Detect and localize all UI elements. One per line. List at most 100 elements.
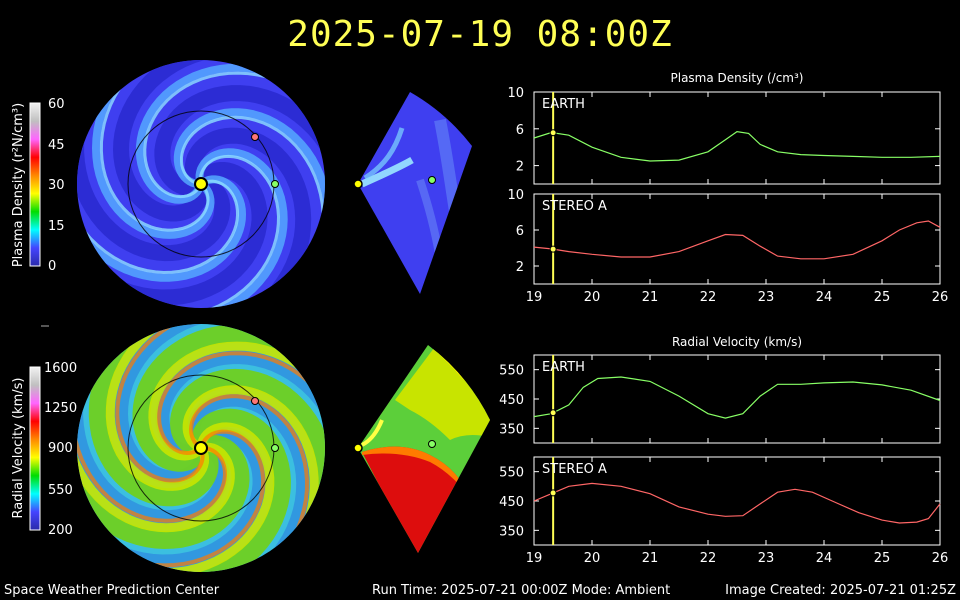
spiral-band xyxy=(135,385,319,572)
density-tick: 45 xyxy=(48,138,65,153)
spiral-band xyxy=(112,60,325,222)
y-tick-label: 550 xyxy=(499,466,524,481)
panel-label: STEREO A xyxy=(542,199,607,214)
x-tick-label: 23 xyxy=(758,551,775,566)
footer-organization: Space Weather Prediction Center xyxy=(4,583,220,598)
spiral-band xyxy=(83,127,312,308)
page-title: 2025-07-19 08:00Z xyxy=(287,14,673,55)
y-tick-label: 2 xyxy=(516,260,524,275)
spiral-band xyxy=(77,60,247,282)
spiral-band xyxy=(143,71,325,258)
earth-marker xyxy=(271,444,279,452)
y-tick-label: 350 xyxy=(499,524,524,539)
sun-marker xyxy=(353,179,363,189)
x-tick-label: 25 xyxy=(874,551,891,566)
panel-label: EARTH xyxy=(542,97,585,112)
spiral-band xyxy=(77,324,250,550)
panel-frame xyxy=(533,354,941,444)
spiral-band xyxy=(88,324,316,507)
chart-panel-earth: 10 6 2 EARTH xyxy=(507,86,941,185)
x-tick-label: 19 xyxy=(526,551,543,566)
spiral-band xyxy=(105,394,310,572)
spiral-band xyxy=(77,381,267,569)
stereo-a-marker xyxy=(251,133,259,141)
spiral-band xyxy=(148,341,325,563)
chart-panel-stereo-a: 550 450 350 STEREO A 19 20 21 22 23 24 25 26 xyxy=(499,456,949,566)
velocity-meridional-view xyxy=(353,345,490,553)
x-tick-label: 21 xyxy=(642,551,659,566)
velocity-chart-title: Radial Velocity (km/s) xyxy=(672,335,802,349)
density-meridional-view xyxy=(353,92,472,294)
x-tick-label: 24 xyxy=(816,290,833,305)
velocity-ecliptic-view xyxy=(77,324,325,572)
spiral-band xyxy=(155,350,325,572)
earth-marker xyxy=(271,180,279,188)
x-tick-label: 22 xyxy=(700,290,717,305)
chart-panel-earth: 550 450 350 EARTH xyxy=(499,354,941,444)
y-tick-label: 6 xyxy=(516,224,524,239)
sun-marker xyxy=(194,177,208,191)
spiral-band xyxy=(113,324,325,485)
earth-marker xyxy=(428,176,436,184)
spiral-band xyxy=(154,85,325,308)
y-tick-label: 350 xyxy=(499,422,524,437)
x-tick-label: 20 xyxy=(584,551,601,566)
spiral-band xyxy=(77,148,288,308)
spiral-band xyxy=(91,60,303,239)
spiral-band xyxy=(132,324,325,512)
density-chart-title: Plasma Density (/cm³) xyxy=(671,71,804,85)
velocity-tick: 1600 xyxy=(44,361,77,376)
spiral-band xyxy=(77,408,291,572)
earth-marker xyxy=(428,440,436,448)
x-tick-label: 21 xyxy=(642,290,659,305)
y-tick-label: 2 xyxy=(516,160,524,175)
x-tick-label: 22 xyxy=(700,551,717,566)
density-tick: 30 xyxy=(48,178,65,193)
series-line xyxy=(533,376,941,419)
sun-marker xyxy=(194,441,208,455)
spiral-band xyxy=(135,63,325,235)
spiral-band xyxy=(99,60,322,232)
density-ecliptic-view xyxy=(77,60,325,308)
current-time-dot xyxy=(549,129,557,137)
spiral-band xyxy=(115,324,325,483)
chart-panel-stereo-a: 10 6 2 STEREO A 19 20 21 22 23 24 25 26 xyxy=(507,188,948,305)
spiral-band xyxy=(105,324,325,491)
spiral-band xyxy=(77,324,235,533)
density-colorbar-label: Plasma Density (r²N/cm³) xyxy=(11,103,26,267)
y-tick-label: 450 xyxy=(499,393,524,408)
velocity-colorbar-label: Radial Velocity (km/s) xyxy=(11,378,26,519)
current-time-dot xyxy=(549,409,557,417)
y-tick-label: 6 xyxy=(516,123,524,138)
velocity-colorbar: Radial Velocity (km/s) 1600 1250 900 550… xyxy=(11,361,77,538)
density-tick: 60 xyxy=(48,97,65,112)
spiral-band xyxy=(77,404,266,568)
velocity-tick: 1250 xyxy=(44,401,77,416)
series-line xyxy=(533,482,941,524)
spiral-band xyxy=(77,60,240,275)
current-time-dot xyxy=(549,245,557,253)
x-tick-label: 26 xyxy=(932,551,949,566)
spiral-band xyxy=(84,392,311,572)
velocity-tick: 550 xyxy=(48,483,73,498)
current-time-dot xyxy=(549,489,557,497)
velocity-tick: 900 xyxy=(48,441,73,456)
y-tick-label: 10 xyxy=(507,86,524,101)
y-tick-label: 550 xyxy=(499,364,524,379)
panel-label: EARTH xyxy=(542,360,585,375)
stereo-a-marker xyxy=(251,397,259,405)
footer-image-created: Image Created: 2025-07-21 01:25Z xyxy=(725,583,956,598)
time-series-charts: Plasma Density (/cm³) Radial Velocity (k… xyxy=(499,71,948,566)
spiral-band xyxy=(77,154,281,308)
x-tick-label: 20 xyxy=(584,290,601,305)
footer-run-time: Run Time: 2025-07-21 00:00Z Mode: Ambien… xyxy=(372,583,671,598)
x-tick-label: 19 xyxy=(526,290,543,305)
x-tick-label: 23 xyxy=(758,290,775,305)
x-tick-label: 24 xyxy=(816,551,833,566)
spiral-band xyxy=(157,351,325,572)
y-tick-label: 10 xyxy=(507,188,524,203)
density-tick: 0 xyxy=(48,259,56,274)
velocity-tick: 200 xyxy=(48,523,73,538)
sun-marker xyxy=(353,443,363,453)
